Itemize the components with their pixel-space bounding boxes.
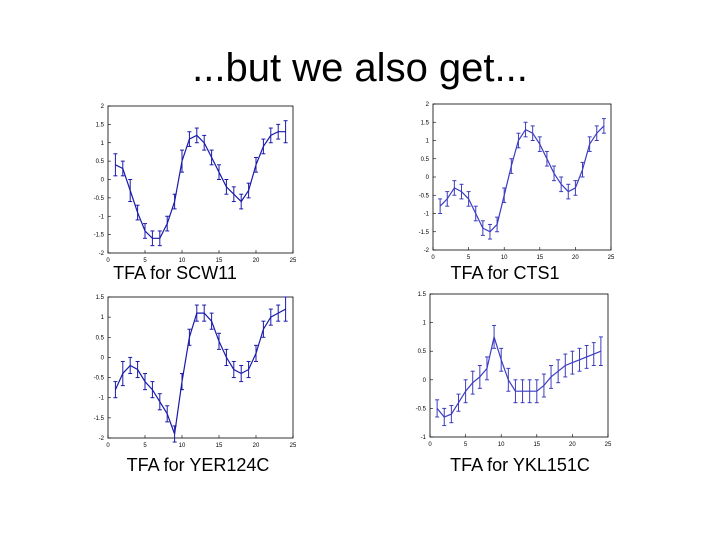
- y-tick-label-yer124c: -1.5: [94, 416, 105, 422]
- y-tick-label-ykl151c: -0.5: [416, 406, 427, 412]
- y-tick-label-cts1: 0.5: [421, 157, 430, 163]
- y-tick-label-cts1: -0.5: [419, 193, 430, 199]
- y-tick-label-yer124c: 1.5: [96, 295, 105, 301]
- y-tick-label-scw11: 0: [101, 178, 105, 184]
- x-tick-label-yer124c: 25: [290, 443, 297, 449]
- y-tick-label-ykl151c: 0: [423, 378, 427, 384]
- series-line-yer124c: [114, 308, 286, 435]
- y-tick-label-yer124c: -1: [99, 396, 105, 402]
- x-tick-label-ykl151c: 15: [533, 442, 540, 448]
- x-tick-label-ykl151c: 10: [498, 442, 505, 448]
- x-tick-label-yer124c: 5: [143, 443, 147, 449]
- y-tick-label-ykl151c: 1: [423, 321, 427, 327]
- plot-frame-scw11: [107, 105, 294, 254]
- y-tick-label-cts1: 2: [426, 102, 430, 108]
- x-tick-label-cts1: 25: [608, 255, 615, 261]
- y-tick-label-scw11: 1: [101, 141, 105, 147]
- y-tick-label-scw11: -1.5: [94, 233, 105, 239]
- y-tick-label-scw11: -2: [99, 251, 105, 257]
- y-tick-label-scw11: -1: [99, 214, 105, 220]
- y-tick-label-yer124c: 0.5: [96, 335, 105, 341]
- x-tick-label-yer124c: 15: [216, 443, 223, 449]
- plot-frame-ykl151c: [429, 293, 609, 438]
- y-tick-label-yer124c: 1: [101, 315, 105, 321]
- x-tick-label-cts1: 20: [572, 255, 579, 261]
- x-tick-label-cts1: 5: [467, 255, 471, 261]
- y-tick-label-cts1: 1.5: [421, 120, 430, 126]
- caption-scw11: TFA for SCW11: [113, 263, 237, 283]
- y-tick-label-scw11: 1.5: [96, 122, 105, 128]
- x-tick-label-cts1: 0: [431, 255, 435, 261]
- y-tick-label-scw11: 0.5: [96, 159, 105, 165]
- y-tick-label-ykl151c: 0.5: [418, 349, 427, 355]
- x-tick-label-scw11: 0: [106, 258, 110, 264]
- plot-frame-yer124c: [107, 296, 294, 439]
- x-tick-label-scw11: 25: [290, 258, 297, 264]
- series-line-ykl151c: [436, 334, 602, 418]
- y-tick-label-cts1: 0: [426, 175, 430, 181]
- caption-cts1: TFA for CTS1: [450, 263, 560, 283]
- x-tick-label-yer124c: 0: [106, 443, 110, 449]
- x-tick-label-yer124c: 10: [179, 443, 186, 449]
- x-tick-label-yer124c: 20: [253, 443, 260, 449]
- y-tick-label-scw11: -0.5: [94, 196, 105, 202]
- y-tick-label-cts1: 1: [426, 139, 430, 145]
- x-tick-label-scw11: 20: [253, 258, 260, 264]
- y-tick-label-yer124c: -0.5: [94, 376, 105, 382]
- y-tick-label-cts1: -1: [424, 212, 430, 218]
- y-tick-label-cts1: -2: [424, 248, 430, 254]
- x-tick-label-ykl151c: 25: [605, 442, 612, 448]
- x-tick-label-cts1: 10: [501, 255, 508, 261]
- y-tick-label-yer124c: -2: [99, 436, 105, 442]
- x-tick-label-ykl151c: 20: [569, 442, 576, 448]
- y-tick-label-cts1: -1.5: [419, 230, 430, 236]
- x-tick-label-ykl151c: 0: [428, 442, 432, 448]
- y-tick-label-scw11: 2: [101, 104, 105, 110]
- y-tick-label-ykl151c: 1.5: [418, 292, 427, 298]
- x-tick-label-scw11: 10: [179, 258, 186, 264]
- series-line-scw11: [115, 131, 286, 239]
- x-tick-label-ykl151c: 5: [464, 442, 468, 448]
- caption-ykl151c: TFA for YKL151C: [450, 455, 590, 475]
- caption-yer124c: TFA for YER124C: [126, 455, 270, 475]
- x-tick-label-scw11: 5: [143, 258, 147, 264]
- y-tick-label-yer124c: 0: [101, 355, 105, 361]
- x-tick-label-scw11: 15: [216, 258, 223, 264]
- y-tick-label-ykl151c: -1: [421, 435, 427, 441]
- series-line-cts1: [439, 125, 605, 233]
- slide-title: ...but we also get...: [192, 46, 528, 90]
- x-tick-label-cts1: 15: [536, 255, 543, 261]
